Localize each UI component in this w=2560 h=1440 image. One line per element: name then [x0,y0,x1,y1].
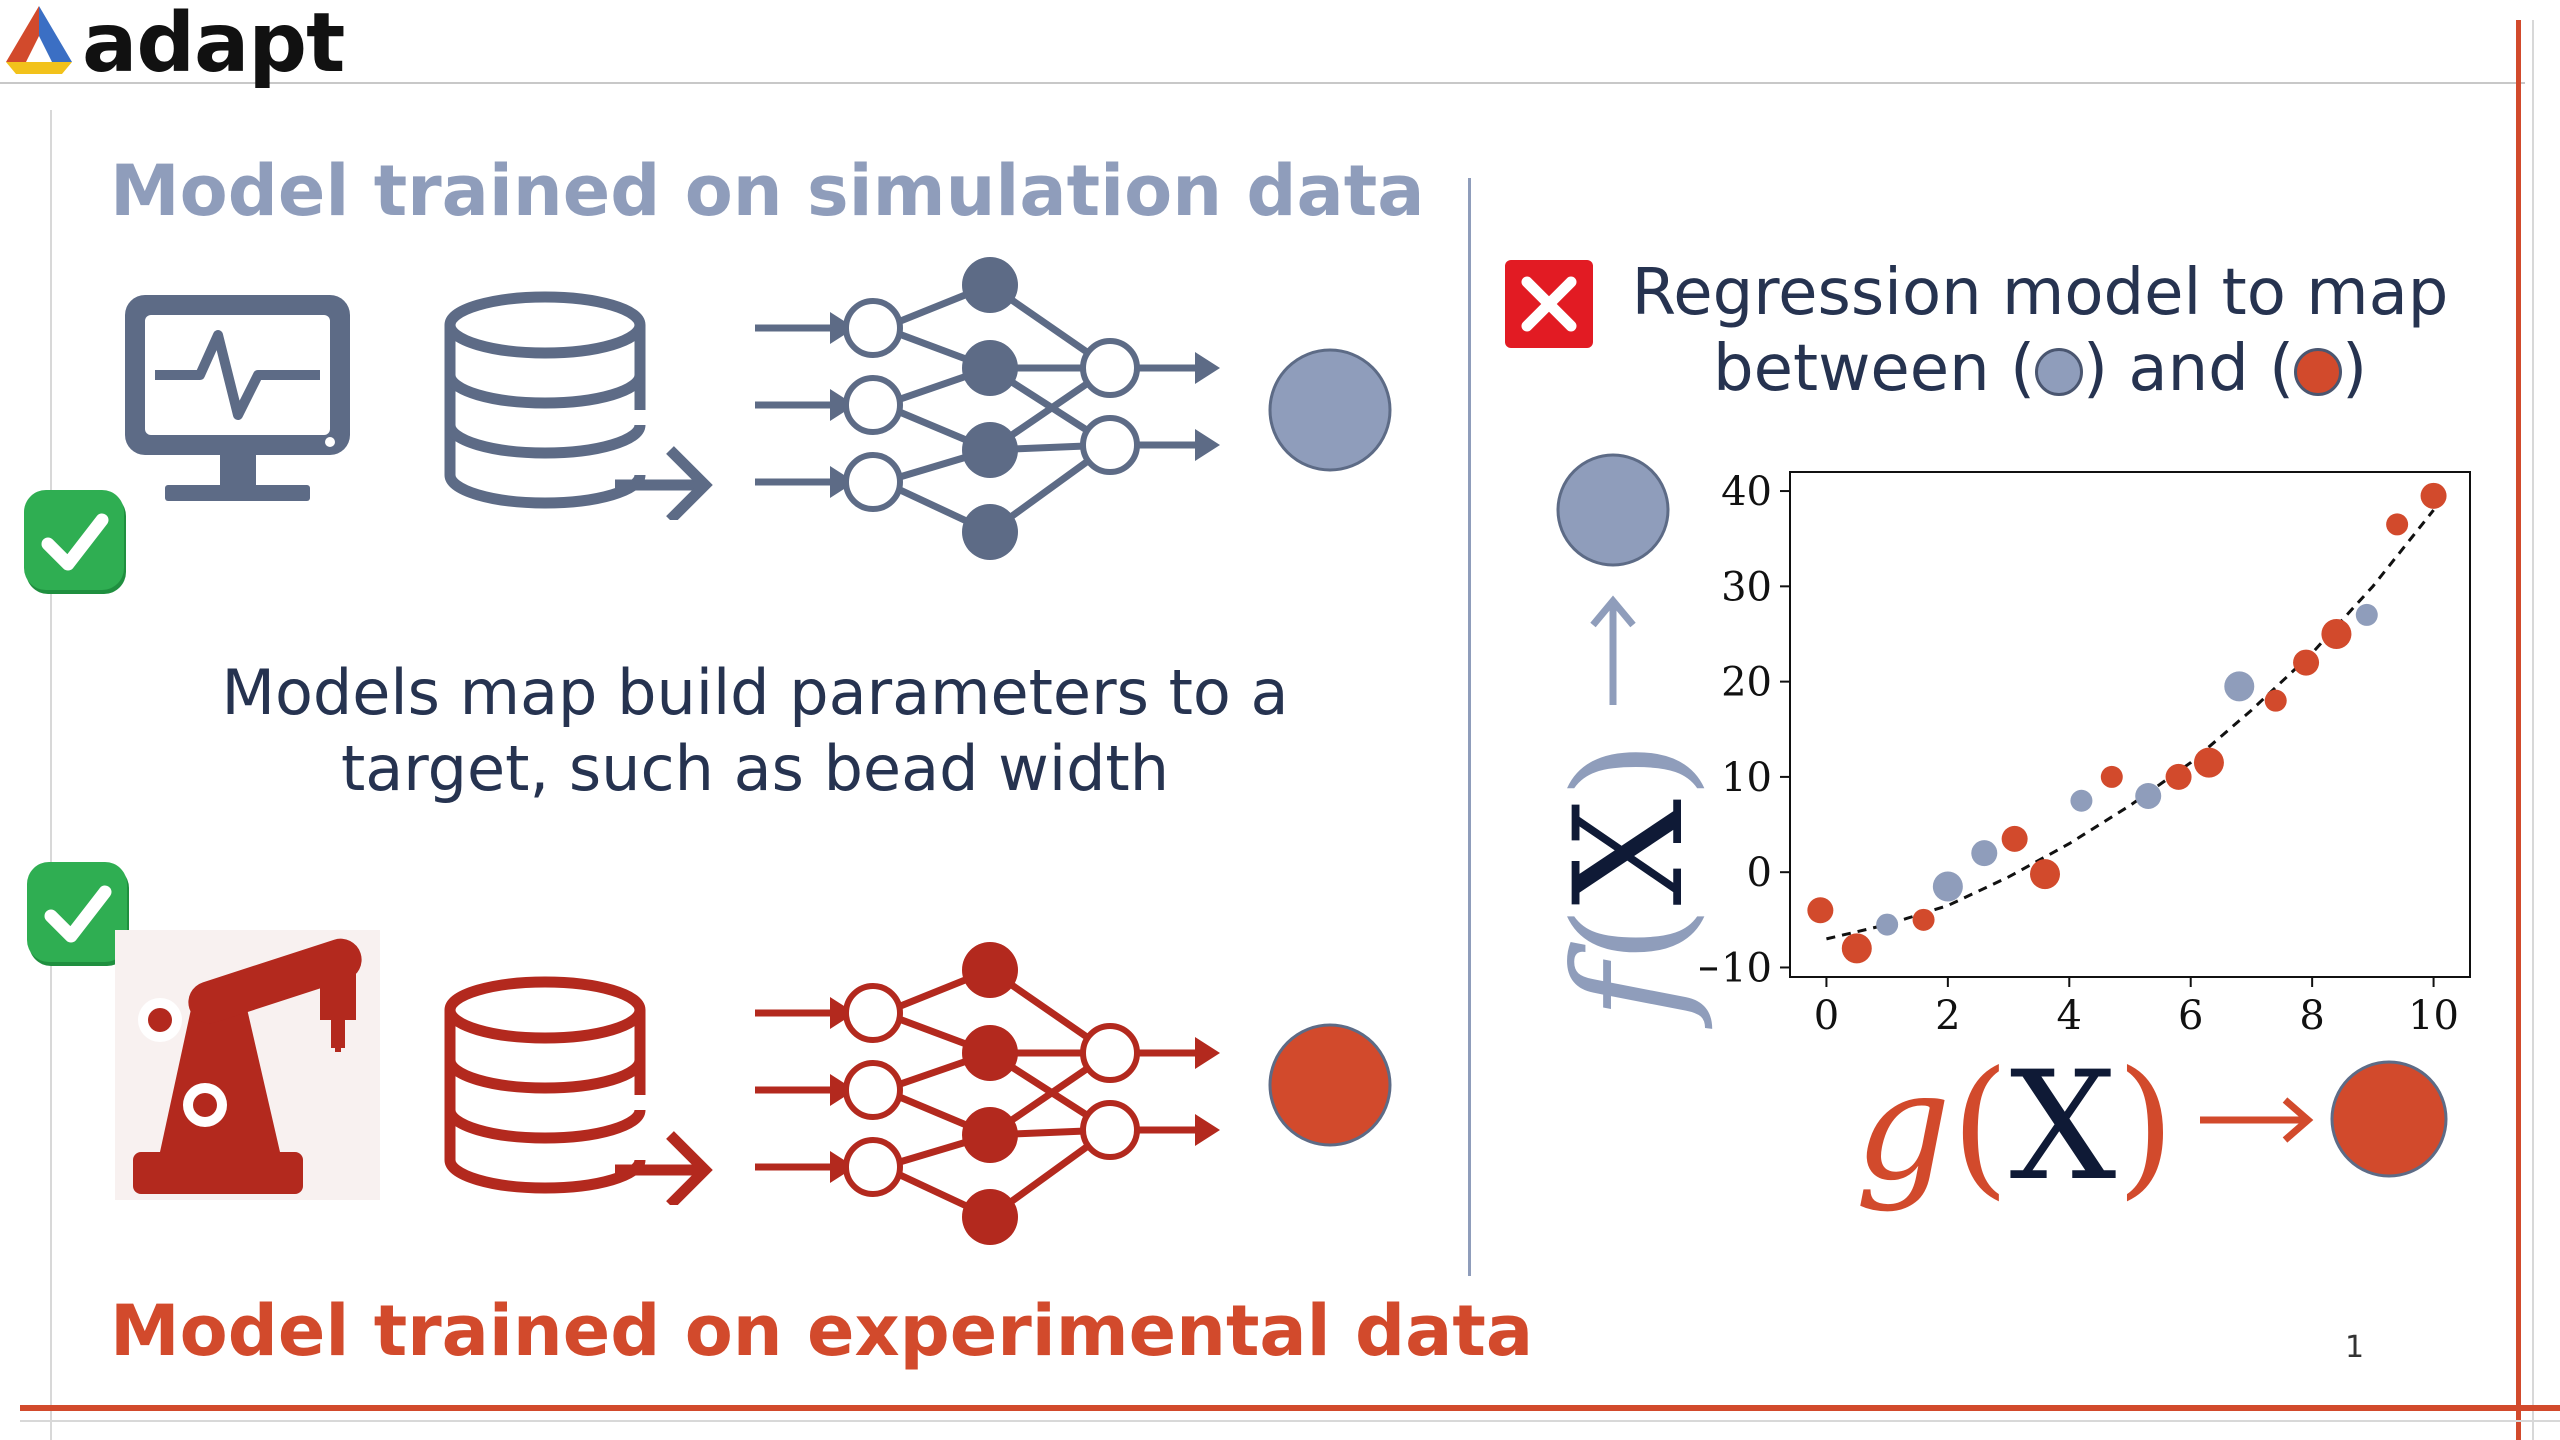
robot-arm-icon [115,930,380,1200]
experimental-output-dot [1268,1023,1392,1147]
exp-data-point [2420,482,2447,509]
g-of-x-label: g(X) [1855,1040,2175,1214]
simulation-output-dot [1268,348,1392,472]
sim-data-point [2135,782,2162,809]
exp-data-point [1841,933,1872,964]
exp-dot-inline [2294,348,2343,396]
header-divider [0,82,2525,84]
x-tick-label: 0 [1814,993,1839,1039]
exp-data-point [2030,859,2060,890]
bottom-accent-line [20,1405,2560,1411]
y-tick-label: 10 [1721,755,1772,801]
models-description: Models map build parameters to a target,… [221,656,1289,805]
exp-data-point [1912,908,1935,931]
monitor-pulse-icon [125,295,350,501]
sim-data-point [1932,871,1963,902]
check-icon [27,862,129,966]
sim-dot-inline [2035,348,2084,396]
y-tick-label: 30 [1721,564,1772,610]
bottom-thin-line [20,1420,2560,1422]
database-icon [444,976,713,1205]
g-symbol: g [1855,1040,1952,1214]
adapt-logo-icon [6,6,72,74]
y-tick-label: 0 [1747,850,1772,896]
page-number: 1 [2345,1330,2365,1365]
plot-frame [1789,471,2471,978]
sim-data-point [1876,913,1899,936]
y-tick-label: −10 [1700,945,1772,991]
x-symbol: X [2009,1040,2117,1214]
arrow-right-icon [2200,1097,2314,1143]
brand-name: adapt [82,0,345,91]
exp-data-point [2321,618,2352,649]
x-tick-label: 8 [2299,993,2324,1039]
sim-data-point [2355,603,2378,626]
exp-data-point [2193,747,2224,778]
simulation-heading: Model trained on simulation data [110,150,1425,232]
exp-data-point [2100,765,2123,788]
scatter-chart: 0 2 4 6 8 10 −10 0 10 20 30 40 [1700,469,2471,1039]
regression-title-line2: between ( ) and () [1600,331,2480,407]
neural-network-icon [755,942,1220,1245]
exp-data-point [2165,763,2192,790]
x-tick-label: 10 [2408,993,2459,1039]
exp-data-point [2293,649,2320,676]
sim-data-point [2070,789,2093,812]
f-output-dot [1556,453,1670,567]
right-accent-line [2516,20,2521,1440]
y-tick-label: 20 [1721,660,1772,706]
right-border-line [2532,20,2534,1440]
title-between: between ( [1712,332,2036,406]
x-tick-label: 6 [2178,993,2203,1039]
g-output-dot [2330,1060,2448,1178]
sim-data-point [2224,671,2255,702]
column-divider [1468,178,1471,1276]
regression-title: Regression model to map between ( ) and (… [1600,255,2480,407]
arrow-up-icon [1590,595,1636,705]
exp-data-point [2386,513,2409,536]
title-and: ) and ( [2083,332,2295,406]
check-icon [24,490,126,594]
f-symbol: f [1543,964,1717,1020]
exp-data-point [2001,825,2028,852]
exp-data-point [1807,897,1834,924]
regression-title-line1: Regression model to map [1631,256,2449,330]
title-end: ) [2342,332,2368,406]
x-tick-label: 2 [1935,993,1960,1039]
experimental-heading: Model trained on experimental data [110,1290,1534,1372]
x-symbol: X [1543,798,1717,906]
sim-data-point [1971,840,1998,867]
cross-icon [1505,260,1593,348]
y-tick-label: 40 [1721,469,1772,515]
database-icon [444,291,713,520]
trend-line [1826,509,2435,941]
left-border-line [50,110,52,1440]
x-tick-label: 4 [2057,993,2082,1039]
neural-network-icon [755,257,1220,560]
exp-data-point [2264,689,2287,712]
